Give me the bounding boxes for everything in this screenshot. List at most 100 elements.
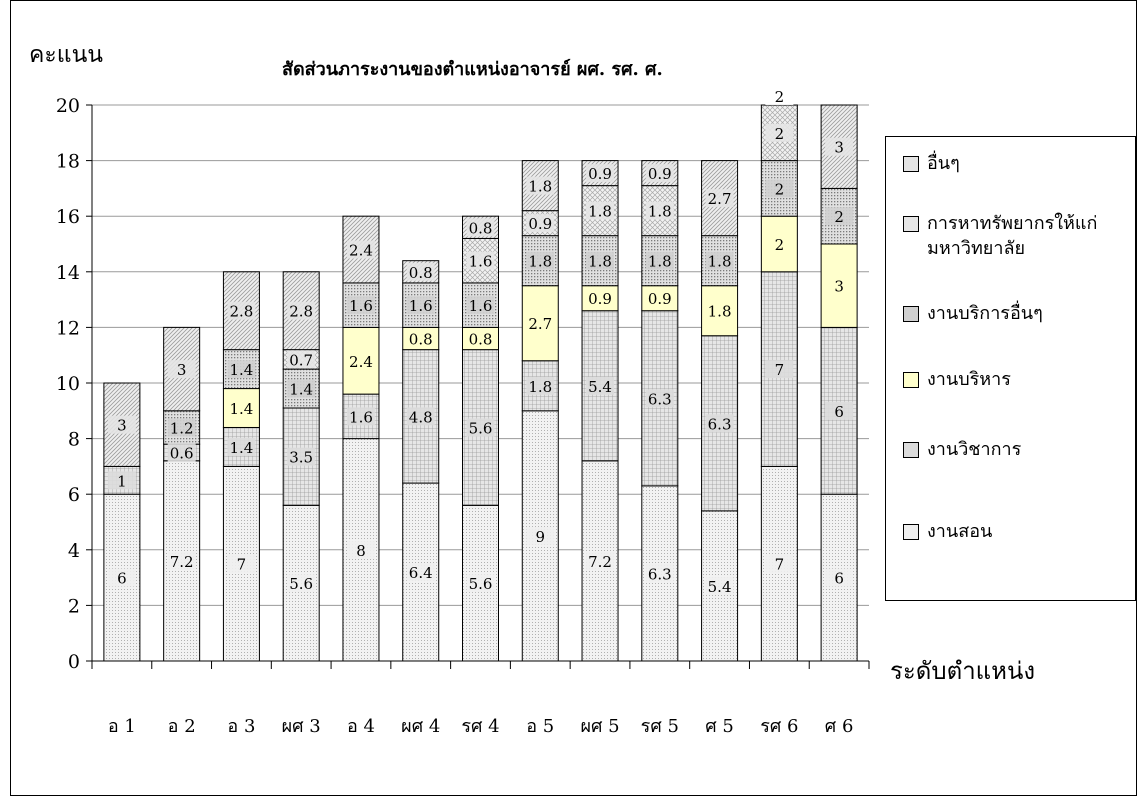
data-label-bg [825,568,854,587]
data-label: 1.6 [349,408,373,426]
data-label: 7 [237,556,247,574]
data-label: 1.8 [528,178,552,196]
data-label: 0.8 [469,219,493,237]
data-label: 2 [775,180,785,198]
data-label-bg [526,376,555,395]
data-label: 1.4 [229,361,253,379]
data-label-bg [406,262,435,281]
y-tick-label: 2 [68,595,80,617]
data-label: 1.2 [170,419,194,437]
y-tick-label: 0 [68,651,80,673]
data-label-bg [645,564,674,583]
data-label-bg [167,418,196,437]
data-label-bg [406,329,435,348]
data-label-bg [466,296,495,315]
x-tick-label: ศ 5 [705,716,734,737]
data-label: 7 [775,556,785,574]
data-label-bg [526,251,555,270]
legend-item: งานวิชาการ [903,437,1021,462]
x-tick-label: อ 4 [347,716,375,737]
data-label: 5.4 [708,578,732,596]
data-label: 0.9 [528,215,552,233]
legend: อื่นๆ การหาทรัพยากรให้แก่ มหาวิทยาลัย งานบ… [885,136,1136,601]
data-label-bg [645,201,674,220]
data-label-bg [526,176,555,195]
legend-item: การหาทรัพยากรให้แก่ มหาวิทยาลัย [903,211,1097,261]
x-tick-label: อ 3 [227,716,255,737]
data-label: 2 [834,208,844,226]
data-label: 0.9 [588,165,612,183]
data-label-bg [167,360,196,379]
data-label-bg [825,401,854,420]
data-label: 7 [775,361,785,379]
legend-item: งานสอน [903,519,992,544]
data-label: 3 [177,361,187,379]
data-label: 0.6 [170,445,194,463]
data-label: 0.9 [648,165,672,183]
data-label-bg [287,574,316,593]
data-label-bg [227,437,256,456]
data-label-bg [406,407,435,426]
data-label: 1 [117,472,127,490]
data-label: 2.8 [289,303,313,321]
data-label-bg [346,296,375,315]
data-label-bg [287,379,316,398]
data-label-bg [765,235,794,253]
y-tick-label: 8 [68,429,80,451]
data-label-bg [287,301,316,320]
legend-label: งานวิชาการ [927,439,1022,460]
data-label: 2.4 [349,242,373,260]
data-label: 2 [775,125,785,143]
data-label-bg [765,360,794,379]
x-tick-label: รศ 6 [760,716,798,737]
data-label-bg [586,289,615,308]
data-label: 3 [834,139,844,157]
data-label: 1.8 [648,203,672,221]
data-label: 1.8 [588,253,612,271]
data-label-bg [287,350,316,369]
data-label: 0.9 [648,290,672,308]
data-label: 0.8 [409,264,433,282]
data-label: 1.4 [289,381,313,399]
data-label: 1.8 [588,203,612,221]
y-tick-label: 14 [56,262,80,284]
data-label: 6.3 [708,415,732,433]
data-label-bg [586,376,615,395]
data-label: 6.3 [648,390,672,408]
data-label-bg [227,360,256,379]
x-tick-label: ศ 6 [825,716,854,737]
data-label-bg [287,447,316,466]
data-label-bg [406,563,435,582]
data-label-bg [466,251,495,270]
data-label: 2.7 [528,315,552,333]
data-label-bg [705,251,734,270]
legend-label: งานบริการอื่นๆ [927,303,1043,324]
legend-item: งานบริการอื่นๆ [903,301,1043,326]
data-label: 5.6 [289,575,313,593]
data-label-bg [466,418,495,437]
data-label-bg [107,568,136,587]
data-label-bg [227,554,256,573]
data-label-bg [825,276,854,295]
x-tick-label: ผศ 3 [282,716,321,737]
y-tick-label: 6 [68,484,80,506]
data-label-bg [406,296,435,315]
data-label-bg [526,526,555,545]
y-tick-label: 20 [56,95,80,117]
data-label: 6 [834,403,844,421]
data-label-bg [526,314,555,333]
data-label-bg [346,540,375,559]
data-label-bg [645,289,674,308]
data-label-bg [645,389,674,408]
data-label: 1.6 [349,297,373,315]
data-label-bg [705,576,734,595]
data-label-bg [167,443,196,462]
gridlines [92,104,869,606]
data-label: 1.8 [528,378,552,396]
data-label: 3 [834,278,844,296]
data-label-bg [526,214,555,233]
data-label: 5.6 [469,575,493,593]
data-label-bg [167,551,196,570]
